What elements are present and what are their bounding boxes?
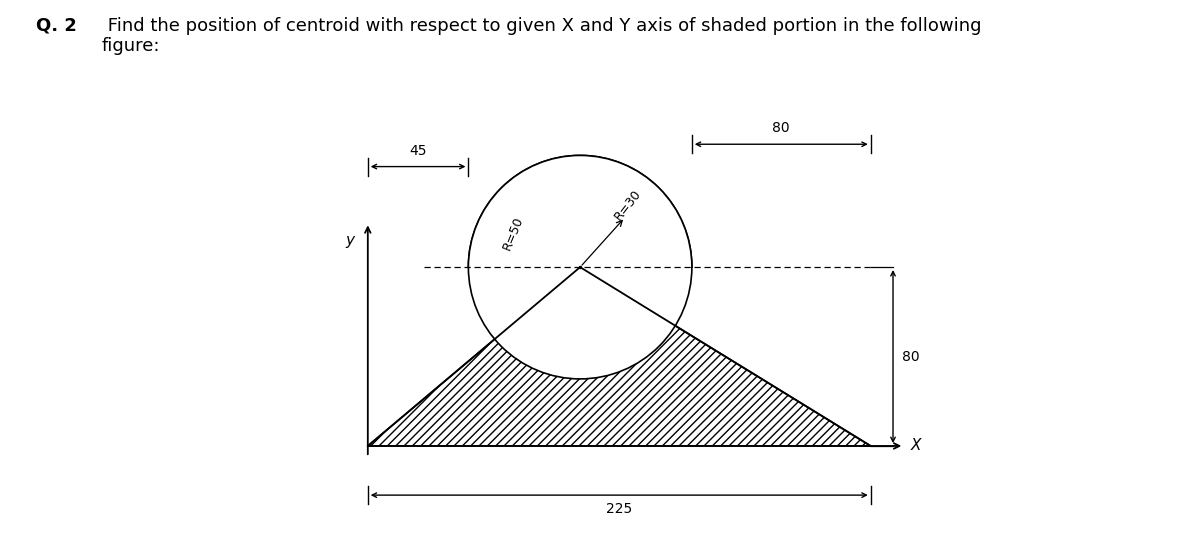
Circle shape (468, 155, 692, 379)
Text: R=30: R=30 (612, 187, 643, 222)
Polygon shape (368, 267, 871, 446)
Text: Find the position of centroid with respect to given X and Y axis of shaded porti: Find the position of centroid with respe… (102, 17, 982, 55)
Text: 225: 225 (606, 502, 632, 516)
Polygon shape (468, 155, 692, 267)
Text: 45: 45 (409, 144, 427, 158)
Text: 80: 80 (902, 349, 919, 363)
Text: R=50: R=50 (500, 215, 526, 253)
Text: y: y (346, 233, 354, 248)
Text: Q. 2: Q. 2 (36, 17, 77, 35)
Text: 80: 80 (773, 121, 790, 135)
Text: X: X (911, 439, 922, 453)
